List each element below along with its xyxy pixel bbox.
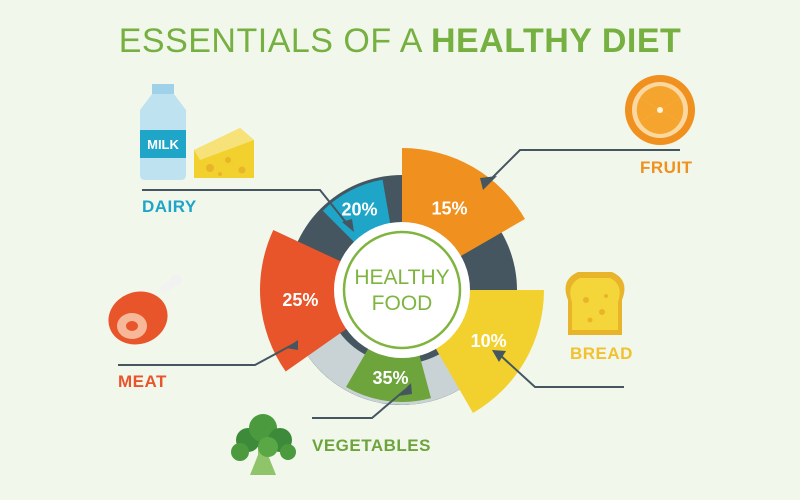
bread-icon: [565, 272, 625, 335]
center-ring: [342, 230, 462, 350]
arrow-vegetables: [398, 383, 412, 396]
label-fruit: FRUIT: [640, 158, 693, 177]
center-label-line-2: FOOD: [372, 292, 433, 315]
label-bread: BREAD: [570, 344, 633, 363]
leader-lines: [118, 149, 680, 419]
title-light: ESSENTIALS OF A: [118, 22, 421, 60]
milk-cheese-icon: MILK: [140, 84, 254, 180]
pct-label-bread: 10%: [471, 331, 507, 351]
center-label-line-1: HEALTHY: [354, 266, 449, 289]
chart-title: ESSENTIALS OF A HEALTHY DIET: [0, 22, 800, 61]
slice-meat: [260, 229, 352, 372]
label-dairy: DAIRY: [142, 197, 197, 216]
pct-label-meat: 25%: [282, 290, 318, 310]
label-meat: MEAT: [118, 372, 167, 391]
pct-label-vegetables: 35%: [372, 368, 408, 388]
arrow-meat: [286, 340, 298, 350]
pct-label-dairy: 20%: [342, 199, 378, 219]
pct-label-fruit: 15%: [431, 199, 467, 219]
center-disc: [334, 222, 470, 358]
leader-line-bread: [499, 354, 624, 388]
leader-arrows: [286, 176, 506, 396]
leader-line-meat: [118, 344, 293, 366]
leader-line-fruit: [487, 149, 680, 183]
broccoli-icon: [231, 414, 296, 475]
leader-line-dairy: [142, 189, 349, 226]
label-vegetables: VEGETABLES: [312, 436, 431, 455]
arrow-dairy: [342, 219, 354, 232]
arrow-bread: [492, 350, 506, 362]
orange-icon: [625, 75, 695, 145]
title-bold: HEALTHY DIET: [430, 22, 682, 60]
milk-text: MILK: [147, 137, 179, 152]
arrow-fruit: [480, 176, 497, 190]
meat-icon: [108, 274, 182, 345]
leader-line-vegetables: [312, 389, 406, 419]
